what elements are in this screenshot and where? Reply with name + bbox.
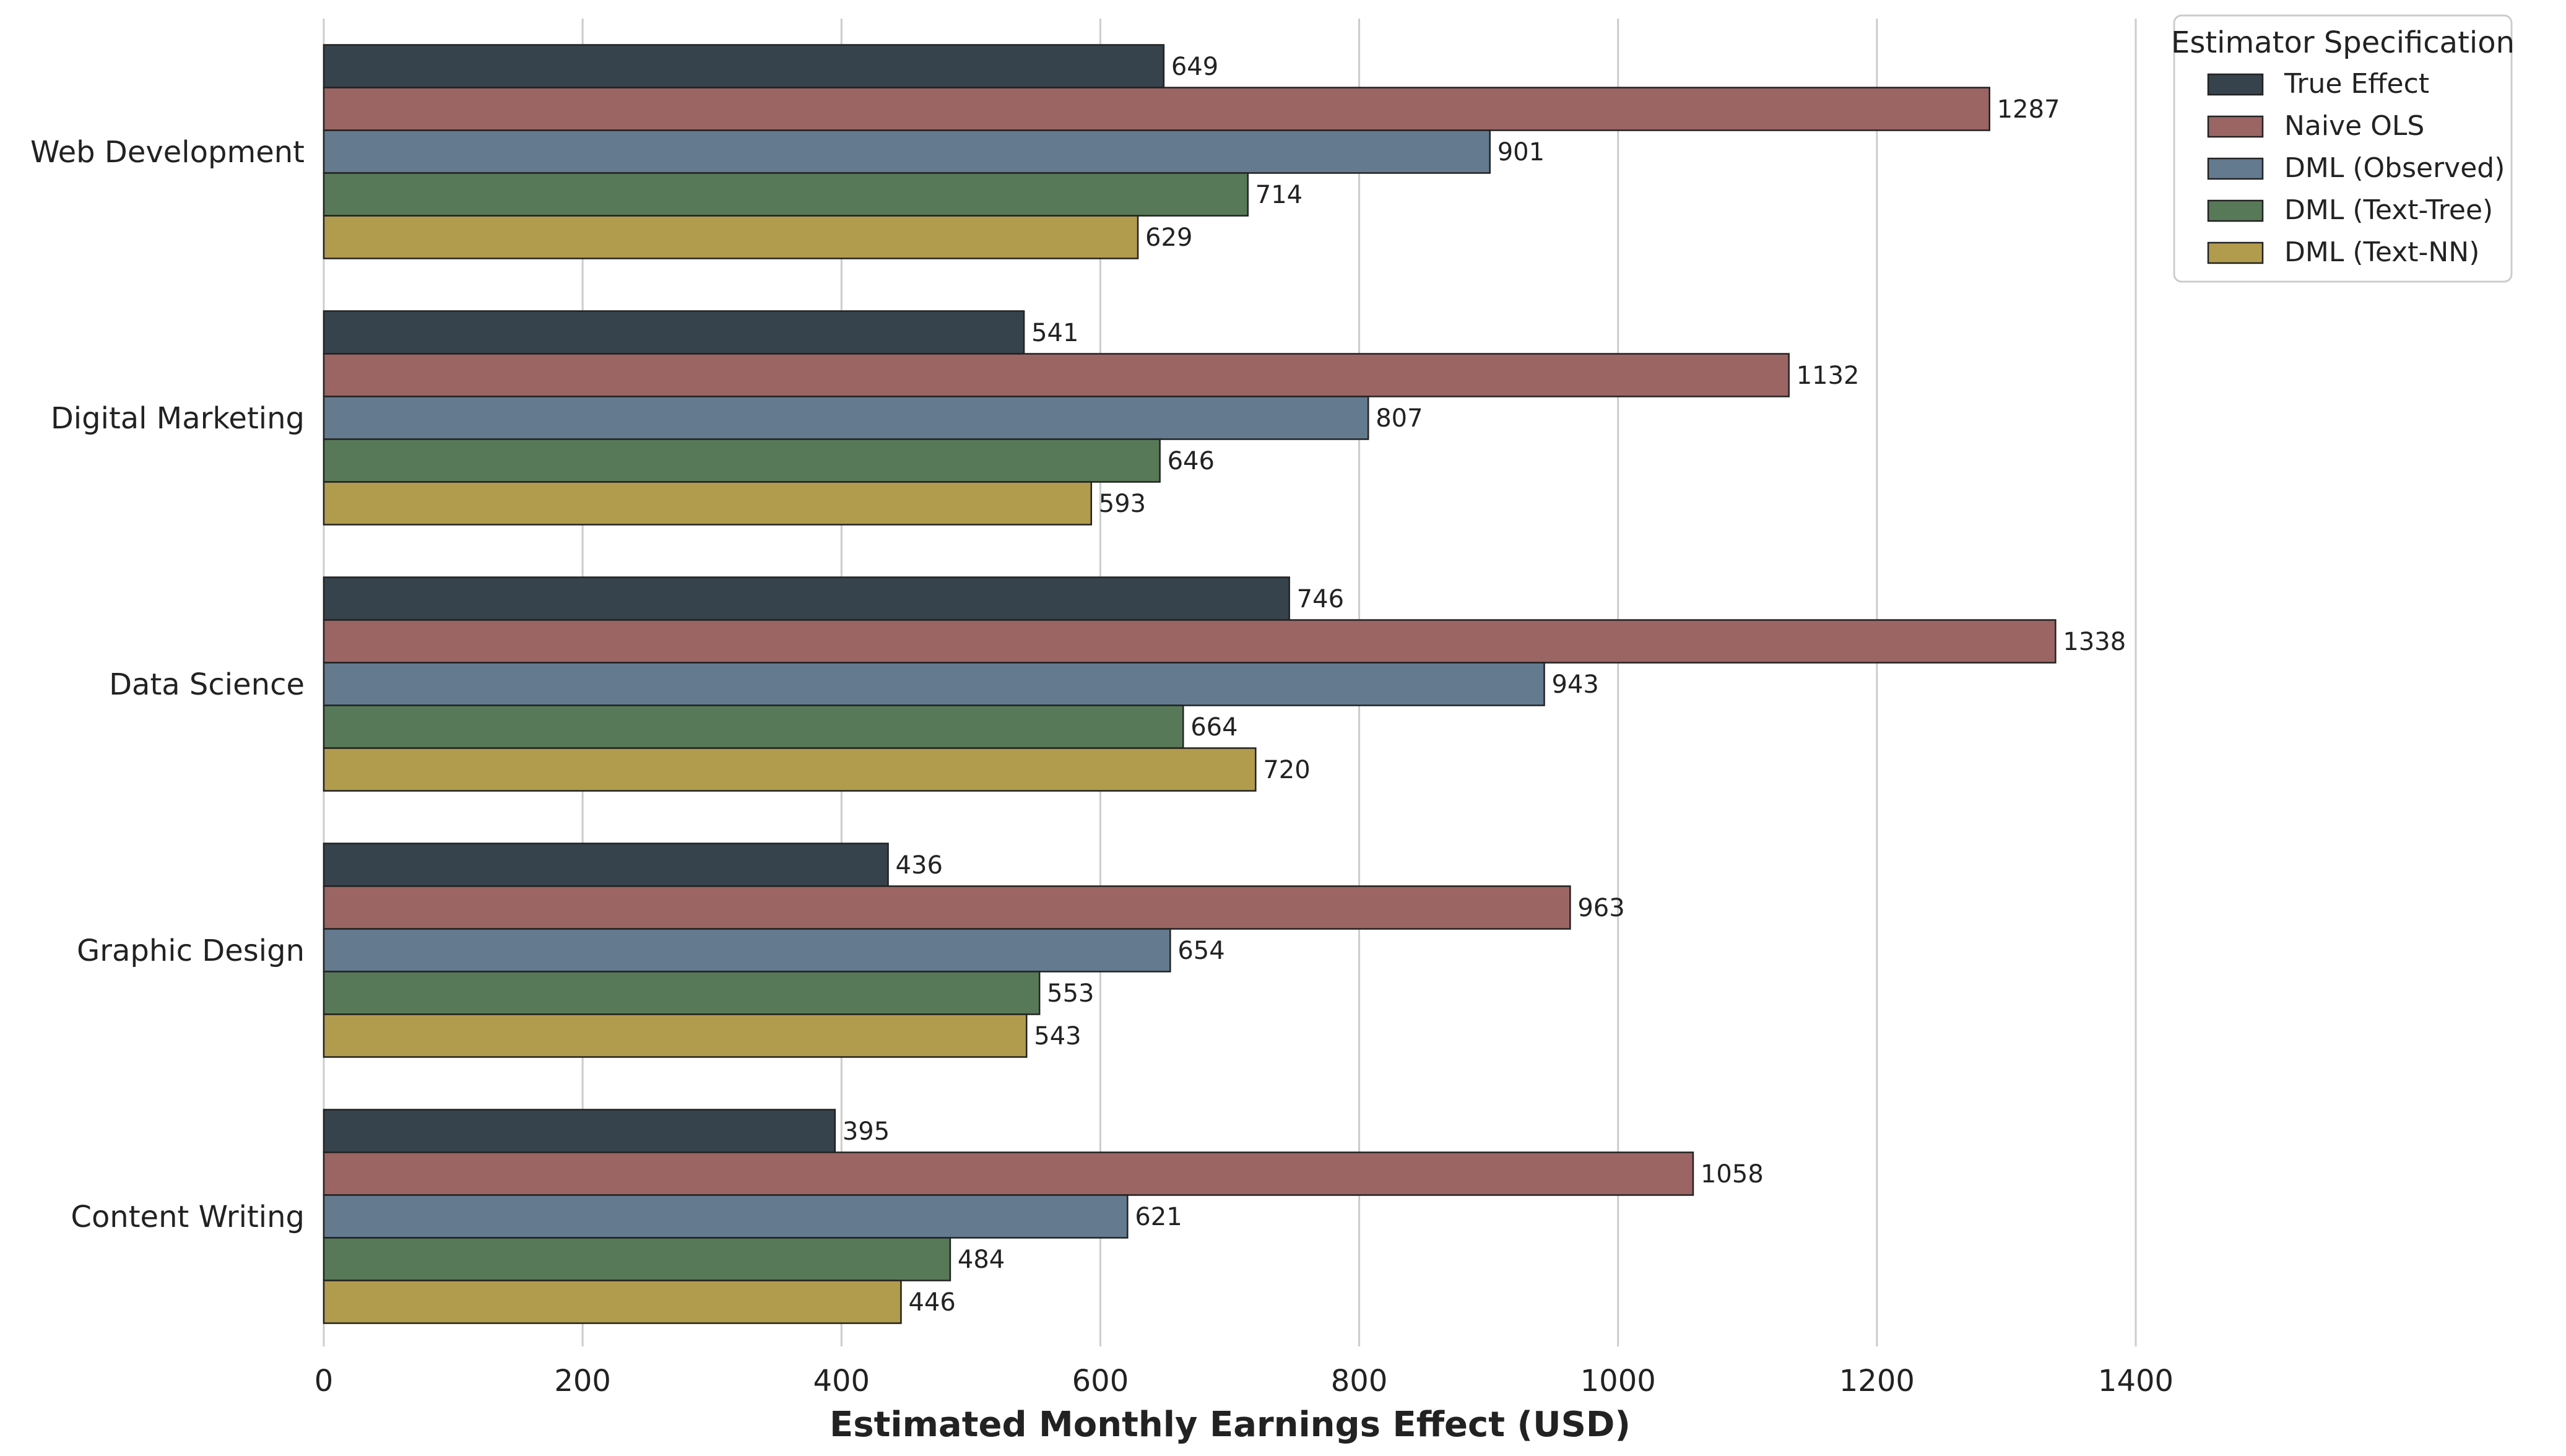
bar-dml-text-tree bbox=[323, 1237, 951, 1281]
x-tick-label: 800 bbox=[1331, 1364, 1388, 1398]
bar-true-effect bbox=[323, 576, 1290, 621]
data-label: 746 bbox=[1297, 585, 1344, 613]
legend-label: DML (Text-NN) bbox=[2284, 236, 2479, 268]
x-tick-label: 1000 bbox=[1580, 1364, 1656, 1398]
bar-dml-text-nn bbox=[323, 215, 1139, 259]
bar-true-effect bbox=[323, 310, 1025, 355]
data-label: 720 bbox=[1263, 756, 1310, 784]
data-label: 553 bbox=[1047, 979, 1094, 1008]
data-label: 654 bbox=[1177, 937, 1224, 965]
bar-dml-text-tree bbox=[323, 704, 1184, 749]
bar-dml-observed bbox=[323, 662, 1545, 706]
bar-dml-text-tree bbox=[323, 438, 1161, 483]
category-label: Web Development bbox=[30, 135, 305, 170]
bar-naive-ols bbox=[323, 353, 1790, 397]
x-tick-label: 1400 bbox=[2098, 1364, 2174, 1398]
data-label: 446 bbox=[908, 1288, 955, 1317]
bar-dml-text-nn bbox=[323, 481, 1093, 526]
x-tick-label: 200 bbox=[554, 1364, 611, 1398]
data-label: 1338 bbox=[2063, 628, 2126, 656]
data-label: 963 bbox=[1577, 894, 1624, 922]
data-label: 629 bbox=[1145, 223, 1192, 252]
bar-naive-ols bbox=[323, 1151, 1694, 1196]
bar-dml-text-nn bbox=[323, 747, 1257, 792]
data-label: 943 bbox=[1552, 670, 1599, 699]
labels: 0 200 400 600 800 1000 1200 1400 Web Development… bbox=[30, 53, 2174, 1445]
data-label: 646 bbox=[1168, 447, 1215, 475]
data-label: 436 bbox=[896, 851, 943, 880]
bar-true-effect bbox=[323, 44, 1165, 89]
data-label: 714 bbox=[1255, 181, 1303, 209]
bar-dml-text-tree bbox=[323, 172, 1249, 217]
data-label: 664 bbox=[1190, 713, 1237, 742]
data-label: 541 bbox=[1031, 319, 1078, 347]
bar-true-effect bbox=[323, 843, 889, 887]
bar-dml-observed bbox=[323, 396, 1369, 440]
data-label: 1132 bbox=[1797, 362, 1860, 390]
legend-swatch bbox=[2207, 73, 2264, 96]
data-label: 1287 bbox=[1997, 95, 2060, 124]
legend-label: DML (Text-Tree) bbox=[2284, 194, 2493, 226]
bar-dml-observed bbox=[323, 928, 1171, 973]
legend-label: Naive OLS bbox=[2284, 110, 2424, 142]
bar-dml-observed bbox=[323, 1194, 1129, 1239]
bar-dml-text-nn bbox=[323, 1280, 902, 1324]
bar-dml-text-nn bbox=[323, 1013, 1028, 1058]
category-label: Digital Marketing bbox=[51, 401, 305, 436]
x-tick-label: 600 bbox=[1072, 1364, 1129, 1398]
x-tick-label: 1200 bbox=[1839, 1364, 1915, 1398]
bars bbox=[323, 44, 2057, 1324]
data-label: 484 bbox=[958, 1246, 1005, 1274]
category-label: Content Writing bbox=[71, 1200, 305, 1234]
legend-label: True Effect bbox=[2284, 68, 2429, 100]
x-tick-label: 400 bbox=[813, 1364, 870, 1398]
bar-dml-observed bbox=[323, 129, 1491, 174]
data-label: 1058 bbox=[1701, 1160, 1764, 1189]
data-label: 621 bbox=[1135, 1203, 1182, 1231]
bar-naive-ols bbox=[323, 87, 1990, 131]
legend-swatch bbox=[2207, 241, 2264, 264]
legend: Estimator Specification True Effect Naive … bbox=[2171, 14, 2515, 283]
legend-swatch bbox=[2207, 157, 2264, 180]
bar-naive-ols bbox=[323, 619, 2057, 664]
bar-naive-ols bbox=[323, 885, 1571, 930]
category-label: Graphic Design bbox=[77, 934, 305, 968]
data-label: 649 bbox=[1171, 53, 1218, 81]
legend-title: Estimator Specification bbox=[2171, 25, 2515, 60]
data-label: 807 bbox=[1376, 404, 1423, 433]
category-label: Data Science bbox=[109, 667, 305, 702]
legend-swatch bbox=[2207, 199, 2264, 222]
x-tick-label: 0 bbox=[314, 1364, 334, 1398]
bar-true-effect bbox=[323, 1109, 836, 1153]
data-label: 395 bbox=[843, 1117, 890, 1146]
data-label: 593 bbox=[1099, 490, 1146, 518]
data-label: 543 bbox=[1034, 1022, 1081, 1051]
legend-label: DML (Observed) bbox=[2284, 152, 2505, 184]
x-axis-title: Estimated Monthly Earnings Effect (USD) bbox=[830, 1405, 1631, 1445]
data-label: 901 bbox=[1498, 138, 1545, 167]
legend-swatch bbox=[2207, 115, 2264, 138]
bar-dml-text-tree bbox=[323, 971, 1041, 1015]
